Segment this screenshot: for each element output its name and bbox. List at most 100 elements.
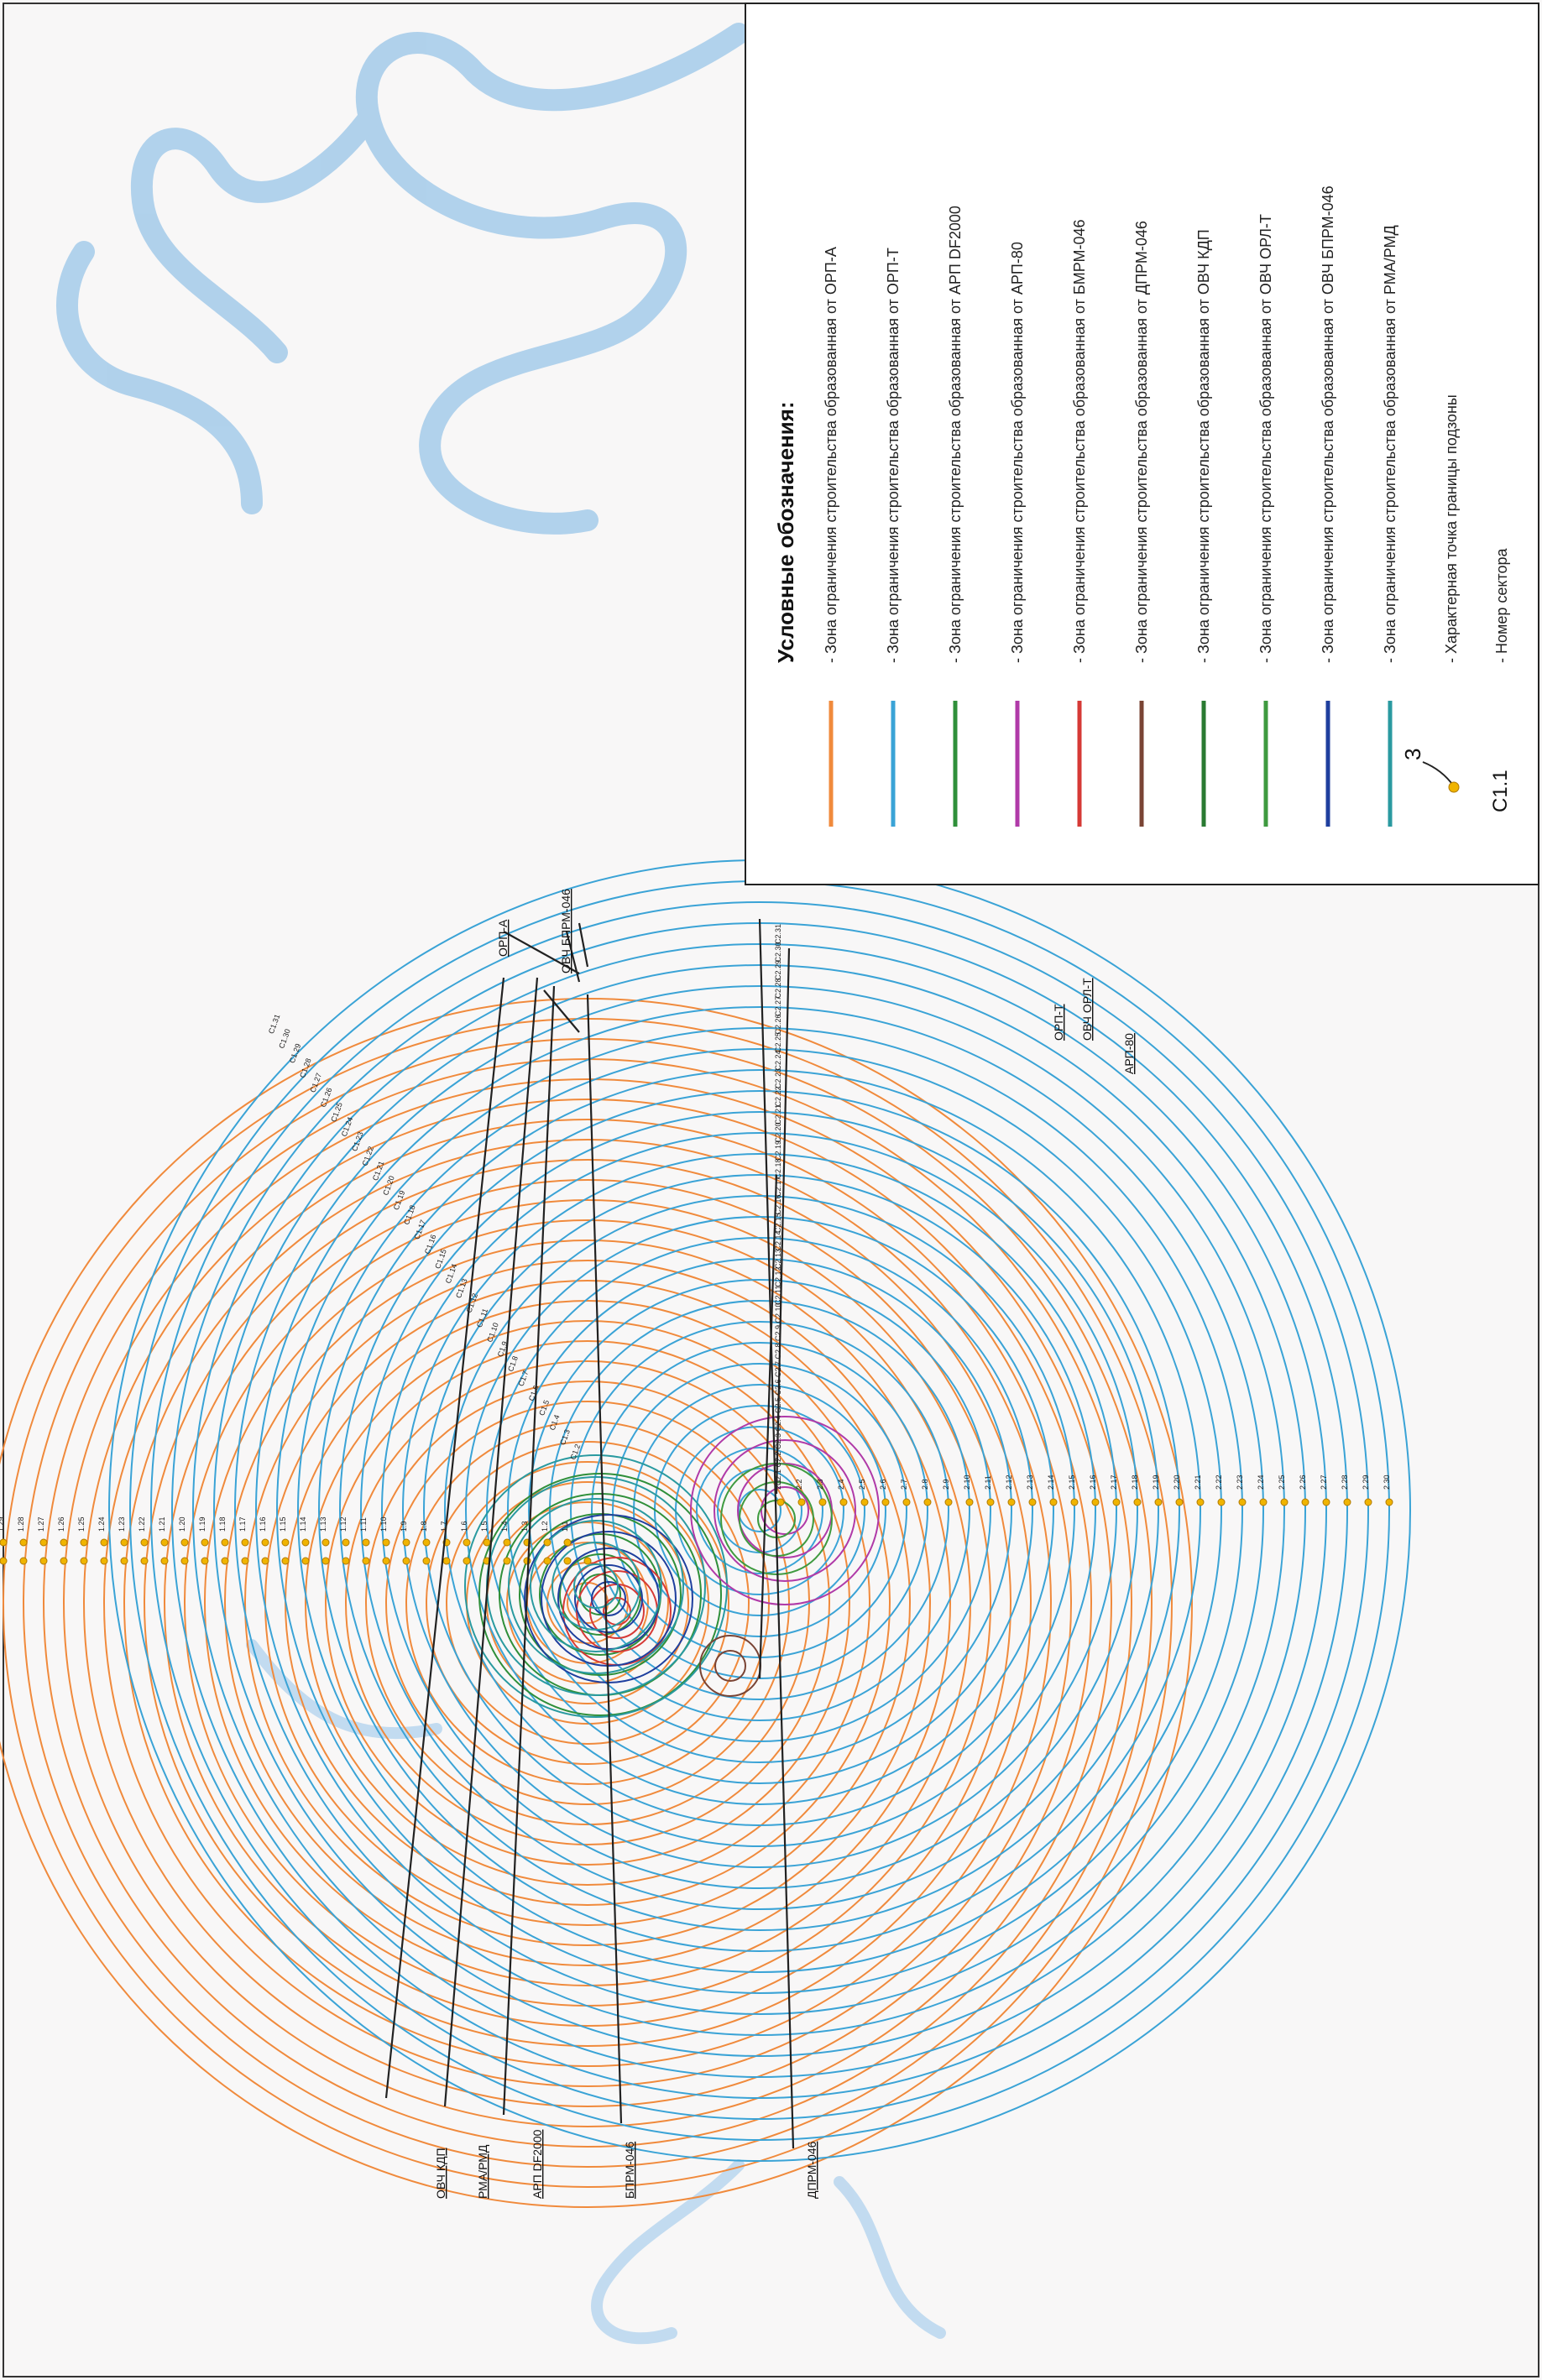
sector-2-tick: 2.21 [1194, 1474, 1202, 1490]
c2-label-group: С2.6 [774, 1379, 782, 1395]
sector-2-tick: 2.26 [1299, 1474, 1307, 1490]
sector-1-tick: 1.13 [319, 1516, 327, 1532]
callout-arp80: АРП-80 [1122, 1033, 1136, 1074]
sector-1-label: 1.11 [359, 1517, 368, 1532]
legend-item: - Зона ограничения строительства образов… [885, 248, 902, 663]
c2-label-group: С2.18 [774, 1158, 782, 1178]
c2-label-group: С2.13 [774, 1249, 782, 1269]
point-marker-number: 3 [1400, 749, 1425, 760]
c2-label-group: С2.1 [774, 1469, 782, 1485]
sector-2-label: 2.25 [1278, 1474, 1286, 1490]
sector-1-tick: 1.8 [420, 1521, 428, 1532]
boundary-point-dot [0, 1539, 7, 1546]
sector-1-tick: 1.1 [561, 1521, 569, 1532]
sector-2-tick: 2.29 [1362, 1474, 1370, 1490]
sector-2-label: 2.12 [1005, 1474, 1013, 1490]
c2-label-group: С2.3 [774, 1433, 782, 1449]
boundary-point-dot [1113, 1499, 1120, 1506]
legend-item: - Зона ограничения строительства образов… [1133, 221, 1150, 663]
callout-orp-a-text: ОРП-А [496, 919, 510, 957]
sector-1-label: 1.4 [500, 1521, 509, 1532]
sector-2-tick: 2.20 [1173, 1474, 1181, 1490]
callout-rma-text: РМА/РМД [476, 2144, 489, 2199]
c2-label-group: С2.10 [774, 1302, 782, 1323]
legend-item-label: - Зона ограничения строительства образов… [885, 248, 902, 663]
legend-item-label: - Зона ограничения строительства образов… [1133, 221, 1150, 663]
sector-2-label: 2.7 [900, 1479, 908, 1490]
sector-1-tick: 1.21 [158, 1516, 166, 1532]
c2-label: С2.27 [774, 996, 782, 1016]
boundary-point-dot [363, 1539, 369, 1546]
sector-2-label: 2.13 [1026, 1474, 1034, 1490]
sector-2-tick: 2.17 [1110, 1474, 1118, 1490]
c2-label: С2.19 [774, 1140, 782, 1161]
sector-1-label: 1.6 [460, 1521, 468, 1532]
c2-label-group: С2.27 [774, 996, 782, 1016]
c2-label-group: С2.28 [774, 978, 782, 998]
c2-label-group: С2.26 [774, 1014, 782, 1034]
boundary-point-dot [20, 1558, 27, 1564]
callout-arp80-text: АРП-80 [1122, 1033, 1136, 1074]
c2-label: С2.21 [774, 1104, 782, 1125]
boundary-point-dot [1281, 1499, 1288, 1506]
legend-title: Условные обозначения: [773, 401, 798, 663]
boundary-point-dot [1176, 1499, 1183, 1506]
legend-item: - Зона ограничения строительства образов… [1257, 214, 1274, 663]
sector-1-label: 1.17 [238, 1516, 247, 1532]
sector-label: - Номер сектора [1493, 547, 1510, 663]
sector-1-label: 1.10 [379, 1516, 388, 1532]
c2-label-group: С2.20 [774, 1122, 782, 1142]
sector-1-tick: 1.25 [77, 1516, 86, 1532]
sector-1-tick: 1.23 [118, 1516, 126, 1532]
boundary-point-dot [544, 1558, 551, 1564]
boundary-point-dot [584, 1558, 591, 1564]
boundary-point-dot [1218, 1499, 1225, 1506]
c2-label: С2.6 [774, 1379, 782, 1395]
callout-bprm-text: БПРМ-046 [623, 2142, 636, 2199]
boundary-point-dot [302, 1558, 309, 1564]
point-marker-dot [1449, 782, 1459, 792]
sector-2-tick: 2.14 [1047, 1474, 1055, 1490]
sector-1-tick: 1.29 [0, 1516, 5, 1532]
callout-dprm-text: ДПРМ-046 [805, 2141, 818, 2199]
boundary-point-dot [222, 1558, 228, 1564]
boundary-point-dot [1008, 1499, 1015, 1506]
sector-2-tick: 2.25 [1278, 1474, 1286, 1490]
callout-ovch-ort: ОВЧ ОРЛ-Т [1080, 978, 1094, 1041]
c2-label: С2.15 [774, 1213, 782, 1233]
sector-1-label: 1.12 [339, 1516, 348, 1532]
sector-1-label: 1.25 [77, 1516, 86, 1532]
boundary-point-dot [1029, 1499, 1036, 1506]
sector-1-label: 1.9 [400, 1521, 408, 1532]
sector-2-label: 2.9 [942, 1479, 950, 1490]
sector-code: С1.1 [1489, 770, 1512, 812]
boundary-point-dot [101, 1539, 107, 1546]
legend-item-label: - Зона ограничения строительства образов… [1195, 229, 1212, 663]
boundary-point-dot [101, 1558, 107, 1564]
boundary-point-dot [322, 1558, 329, 1564]
sector-2-label: 2.19 [1152, 1474, 1160, 1490]
boundary-point-dot [819, 1499, 826, 1506]
sector-2-tick: 2.15 [1068, 1474, 1076, 1490]
sector-1-tick: 1.24 [97, 1516, 106, 1532]
boundary-point-dot [302, 1539, 309, 1546]
sector-1-tick: 1.10 [379, 1516, 388, 1532]
boundary-point-dot [1365, 1499, 1372, 1506]
boundary-point-dot [1050, 1499, 1057, 1506]
sector-2-tick: 2.30 [1383, 1474, 1391, 1490]
boundary-point-dot [1239, 1499, 1246, 1506]
boundary-point-dot [1071, 1499, 1078, 1506]
c2-label: С2.30 [774, 942, 782, 962]
boundary-point-dot [504, 1558, 510, 1564]
sector-2-label: 2.8 [921, 1479, 929, 1490]
sector-1-label: 1.2 [541, 1521, 549, 1532]
boundary-point-dot [564, 1558, 571, 1564]
sector-2-tick: 2.19 [1152, 1474, 1160, 1490]
legend-item: - Зона ограничения строительства образов… [947, 206, 964, 663]
sector-2-tick: 2.7 [900, 1479, 908, 1490]
sector-2-label: 2.15 [1068, 1474, 1076, 1490]
sector-2-label: 2.16 [1089, 1474, 1097, 1490]
sector-1-label: 1.5 [480, 1521, 489, 1532]
sector-1-tick: 1.17 [238, 1516, 247, 1532]
